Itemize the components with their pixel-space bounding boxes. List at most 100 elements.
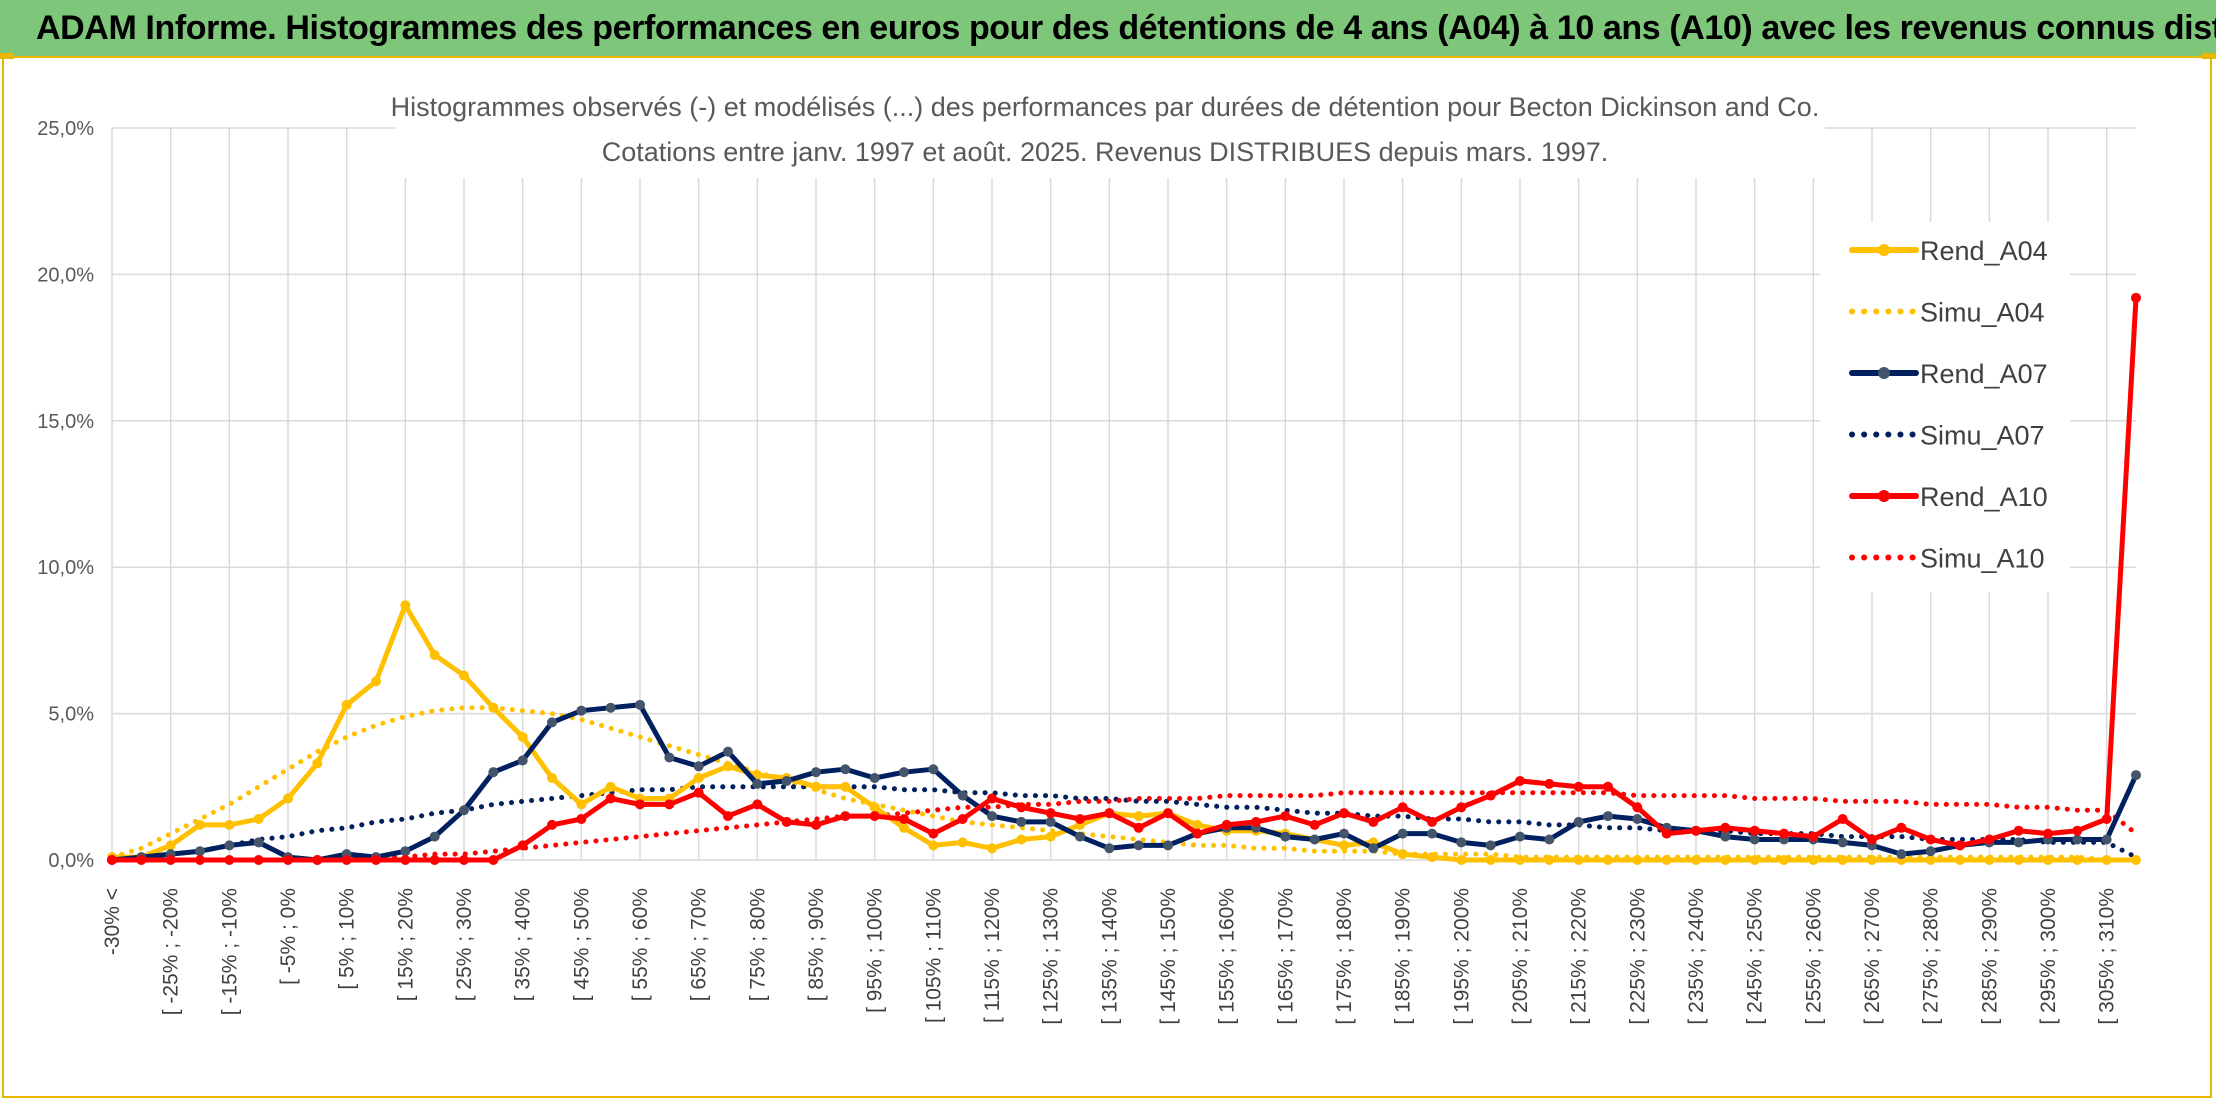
point-rend-a04 (1691, 855, 1701, 865)
point-rend-a10 (1485, 790, 1496, 801)
x-tick-label: [ 175% ; 180% (1333, 888, 1356, 1025)
point-rend-a07 (1573, 816, 1584, 827)
x-tick-label: [ 35% ; 40% (512, 888, 535, 1001)
point-rend-a10 (752, 799, 763, 810)
point-rend-a04 (840, 781, 851, 792)
point-rend-a07 (899, 767, 909, 778)
x-tick-label: [ -25% ; -20% (160, 888, 183, 1015)
point-rend-a10 (1339, 808, 1349, 819)
point-rend-a07 (811, 767, 821, 778)
y-axis-labels: 0,0% 5,0% 10,0% 15,0% 20,0% 25,0% (37, 118, 94, 872)
point-rend-a04 (547, 773, 557, 784)
point-rend-a07 (1632, 814, 1643, 825)
series-line-rend-a10 (109, 295, 2139, 863)
point-rend-a04 (429, 650, 440, 661)
point-rend-a10 (547, 819, 557, 830)
point-rend-a10 (1808, 831, 1819, 842)
point-rend-a04 (2101, 855, 2112, 865)
point-rend-a07 (459, 805, 469, 816)
point-rend-a07 (1515, 831, 1525, 842)
point-rend-a04 (1016, 834, 1027, 845)
series-line-rend-a04 (109, 602, 2139, 863)
point-rend-a07 (1837, 837, 1848, 848)
point-rend-a07 (635, 699, 645, 710)
legend-label-simu-a07: Simu_A07 (1920, 421, 2045, 451)
point-rend-a04 (400, 600, 411, 611)
point-rend-a04 (312, 758, 323, 769)
legend-label-rend-a04: Rend_A04 (1920, 236, 2048, 266)
point-rend-a04 (811, 781, 821, 792)
point-rend-a07 (1016, 816, 1027, 827)
point-rend-a10 (517, 840, 528, 851)
legend-label-rend-a10: Rend_A10 (1920, 482, 2048, 512)
point-rend-a04 (1133, 811, 1144, 822)
point-rend-a10 (2072, 825, 2083, 836)
point-rend-a10 (1309, 819, 1320, 830)
point-rend-a07 (1368, 843, 1379, 854)
point-rend-a04 (1485, 855, 1496, 865)
point-rend-a10 (2131, 292, 2141, 303)
x-tick-label: [ 145% ; 150% (1157, 888, 1180, 1025)
legend-background (1820, 222, 2070, 592)
point-rend-a10 (1515, 775, 1525, 786)
point-rend-a07 (2101, 834, 2112, 845)
point-rend-a10 (1691, 825, 1701, 836)
point-rend-a07 (1925, 846, 1936, 857)
point-rend-a10 (1603, 781, 1613, 792)
point-rend-a07 (2013, 837, 2024, 848)
point-rend-a04 (1867, 855, 1877, 865)
point-rend-a10 (1925, 834, 1936, 845)
point-rend-a04 (1339, 840, 1349, 851)
point-rend-a07 (840, 764, 851, 775)
point-rend-a10 (400, 855, 411, 865)
point-rend-a10 (2013, 825, 2024, 836)
x-tick-label: [ 275% ; 280% (1920, 888, 1943, 1025)
point-rend-a10 (1573, 781, 1584, 792)
x-tick-label: [ 195% ; 200% (1450, 888, 1473, 1025)
series-line-simu-a04 (109, 705, 2139, 863)
x-tick-label: [ 225% ; 230% (1626, 888, 1649, 1025)
frame-corner-left (0, 53, 14, 59)
point-rend-a04 (195, 819, 205, 830)
point-rend-a07 (1720, 831, 1731, 842)
point-rend-a04 (693, 773, 704, 784)
point-rend-a07 (1397, 828, 1408, 839)
chart-title: Histogrammes observés (-) et modélisés (… (391, 92, 1820, 122)
point-rend-a10 (488, 855, 499, 865)
point-rend-a04 (723, 761, 733, 772)
point-rend-a04 (2072, 855, 2083, 865)
point-rend-a04 (1427, 852, 1437, 863)
grid (111, 127, 2136, 861)
point-rend-a10 (1984, 834, 1995, 845)
point-rend-a07 (576, 705, 587, 716)
x-tick-label: [ 245% ; 250% (1744, 888, 1767, 1025)
point-rend-a10 (1955, 840, 1965, 851)
point-rend-a07 (723, 746, 733, 757)
x-tick-label: [ 95% ; 100% (864, 888, 887, 1013)
legend-marker-rend-a07 (1878, 367, 1890, 379)
point-rend-a04 (1456, 855, 1467, 865)
x-tick-label: [ 135% ; 140% (1098, 888, 1121, 1025)
x-tick-label: [ 265% ; 270% (1861, 888, 1884, 1025)
point-rend-a04 (576, 799, 587, 810)
x-tick-label: [ 55% ; 60% (629, 888, 652, 1001)
point-rend-a07 (605, 702, 616, 713)
x-axis-labels: -30% < [ -25% ; -20% [ -15% ; -10% [ -5% ; … (101, 888, 2119, 1025)
point-rend-a07 (752, 778, 763, 789)
point-rend-a07 (2072, 834, 2083, 845)
point-rend-a10 (1016, 802, 1027, 813)
point-rend-a10 (1456, 802, 1467, 813)
point-rend-a10 (664, 799, 675, 810)
x-tick-label: [ 125% ; 130% (1040, 888, 1063, 1025)
point-rend-a04 (1045, 831, 1056, 842)
point-rend-a04 (2131, 855, 2141, 865)
point-rend-a10 (107, 855, 117, 865)
point-rend-a07 (1749, 834, 1760, 845)
y-tick-label: 20,0% (37, 264, 94, 286)
point-rend-a07 (224, 840, 235, 851)
x-tick-label: [ 15% ; 20% (394, 888, 417, 1001)
x-tick-label: [ 305% ; 310% (2096, 888, 2119, 1025)
point-rend-a10 (693, 787, 704, 798)
point-rend-a04 (2013, 855, 2024, 865)
